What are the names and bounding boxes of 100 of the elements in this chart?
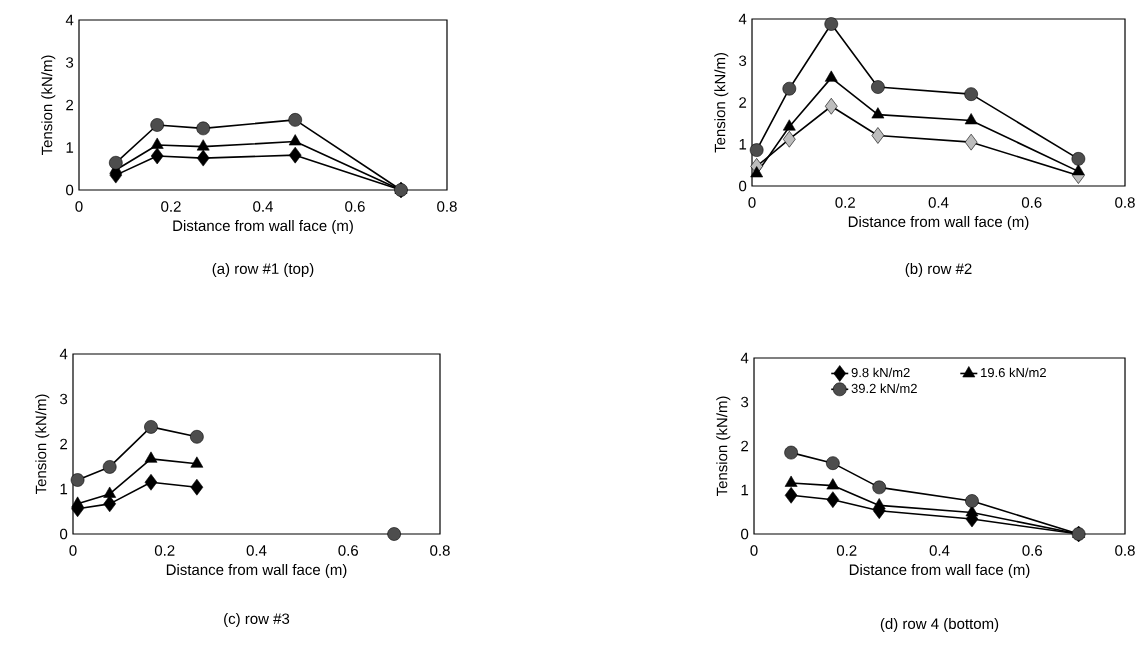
x-tick-label: 0.8 [437, 201, 457, 212]
point [826, 478, 840, 490]
point [784, 445, 798, 460]
point [783, 130, 796, 148]
point [826, 491, 840, 508]
point [965, 494, 979, 508]
point [824, 70, 838, 82]
y-tick-label: 3 [739, 55, 747, 67]
point [150, 118, 164, 132]
x-tick-label: 0.6 [338, 545, 359, 556]
x-tick-label: 0.4 [929, 545, 950, 556]
x-tick-label: 0.8 [1115, 545, 1135, 556]
x-tick-label: 0.8 [1115, 197, 1135, 208]
y-tick-label: 4 [740, 352, 749, 364]
point [965, 505, 979, 517]
text: (a) row #1 (top) [212, 263, 314, 277]
x-axis-title: Distance from wall face (m) [173, 220, 353, 234]
x-tick-label: 0.6 [1021, 197, 1042, 208]
point [150, 137, 164, 149]
point [71, 496, 84, 508]
y-tick-label: 4 [738, 13, 747, 25]
x-tick-label: 0.8 [430, 545, 450, 556]
y-tick-label: 3 [66, 57, 74, 68]
y-tick-label: 1 [741, 484, 749, 496]
y-tick-label: 1 [739, 139, 747, 150]
x-tick-label: 0.2 [154, 545, 175, 556]
point [964, 87, 978, 101]
point [196, 149, 210, 167]
point [144, 473, 158, 491]
point [826, 456, 840, 470]
x-tick-label: 0.4 [928, 197, 949, 208]
y-tick-label: 0 [66, 184, 74, 196]
point [871, 127, 885, 144]
text: (c) row #3 [224, 613, 290, 627]
point [150, 147, 164, 165]
y-tick-label: 1 [66, 142, 74, 153]
point [964, 113, 978, 125]
point [196, 121, 210, 136]
point [288, 134, 302, 146]
point [103, 495, 116, 513]
y-axis-title: Tension (kN/m) [716, 396, 731, 497]
point [102, 460, 117, 474]
point [782, 81, 797, 96]
y-tick-label: 3 [741, 396, 749, 408]
point [964, 133, 978, 151]
x-axis-title: Distance from wall face (m) [848, 216, 1029, 230]
x-axis-title: Distance from wall face (m) [849, 564, 1030, 578]
x-tick-label: 0.4 [246, 545, 267, 556]
x-tick-label: 0.2 [161, 201, 181, 212]
text: (d) row 4 (bottom) [880, 618, 999, 632]
point [872, 498, 886, 510]
x-tick-label: 0 [750, 545, 758, 556]
point [749, 143, 764, 157]
point [144, 451, 158, 463]
point [190, 456, 204, 468]
point [387, 527, 401, 541]
text: (b) row #2 [905, 263, 972, 277]
point [782, 119, 796, 131]
point [784, 475, 798, 487]
point [824, 17, 839, 31]
point [144, 420, 158, 434]
y-tick-label: 1 [60, 483, 68, 495]
legend-label: 39.2 kN/m2 [851, 383, 917, 394]
y-axis-title: Tension (kN/m) [714, 53, 729, 153]
point [190, 430, 204, 444]
x-axis-title: Distance from wall face (m) [166, 564, 347, 578]
point [784, 486, 798, 504]
point [1071, 152, 1086, 166]
y-tick-label: 3 [60, 393, 68, 405]
x-tick-label: 0 [75, 201, 83, 212]
y-tick-label: 0 [60, 528, 68, 540]
y-axis-title: Tension (kN/m) [41, 55, 56, 156]
y-tick-label: 0 [739, 180, 747, 192]
y-tick-label: 2 [741, 440, 749, 452]
point [109, 155, 123, 170]
x-tick-label: 0.6 [345, 201, 365, 212]
y-tick-label: 2 [66, 99, 74, 111]
legend-label: 9.8 kN/m2 [851, 367, 910, 378]
point [750, 166, 764, 178]
x-tick-label: 0 [748, 197, 756, 208]
point [871, 107, 885, 119]
point [103, 486, 117, 498]
legend-label: 19.6 kN/m2 [981, 367, 1046, 378]
point [196, 139, 210, 151]
y-tick-label: 4 [59, 348, 68, 360]
y-axis-title: Tension (kN/m) [35, 394, 50, 495]
y-tick-label: 0 [741, 528, 749, 540]
y-tick-label: 2 [60, 438, 68, 450]
point [871, 80, 885, 94]
y-tick-label: 4 [65, 14, 74, 26]
point [190, 478, 204, 496]
point [288, 146, 302, 164]
y-tick-label: 2 [739, 97, 747, 108]
x-tick-label: 0.2 [836, 545, 857, 556]
x-tick-label: 0.6 [1022, 545, 1043, 556]
point [872, 480, 887, 495]
point [824, 97, 838, 115]
x-tick-label: 0.4 [253, 201, 273, 212]
point [1072, 164, 1085, 176]
point [70, 473, 85, 487]
